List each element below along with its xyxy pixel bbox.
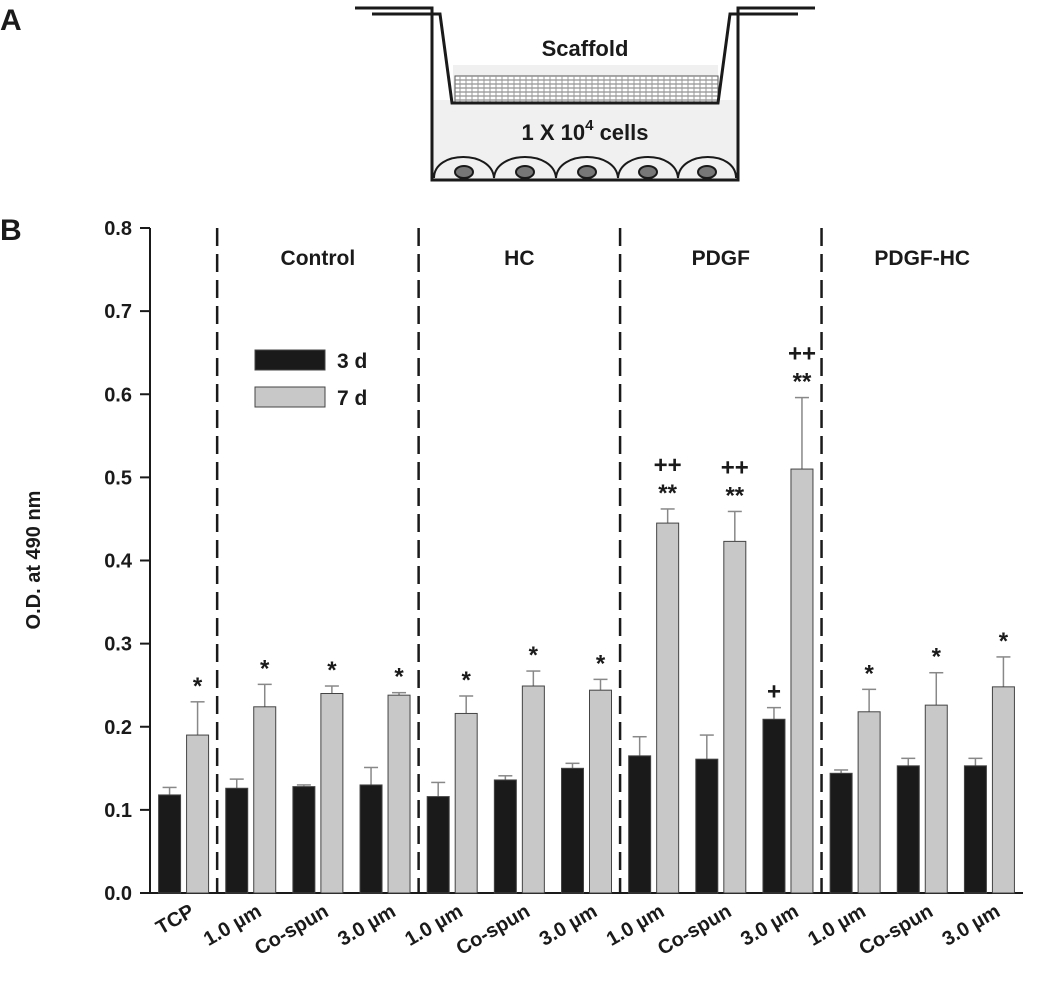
bar [656,522,680,894]
bar [426,796,450,894]
significance: * [260,655,270,682]
bar [963,765,987,894]
x-tick-label: 3.0 µm [737,900,802,950]
bar [857,711,881,894]
legend-swatch [254,349,326,371]
group-label: PDGF [692,247,751,270]
significance: * [394,664,404,691]
bar [493,779,517,894]
x-tick-label: TCP [152,900,198,939]
y-tick-label: 0.5 [104,467,132,489]
significance: * [864,660,874,687]
significance: ++ [788,341,816,368]
y-tick-label: 0.7 [104,301,132,323]
bar [253,706,277,894]
x-tick-label: Co-spun [251,900,332,960]
significance: * [529,642,539,669]
y-tick-label: 0.1 [104,800,132,822]
x-tick-label: 3.0 µm [334,900,399,950]
well-diagram [355,6,815,182]
bar [454,712,478,894]
significance: ** [658,480,677,507]
group-label: HC [504,247,534,270]
bar [896,765,920,894]
bar [225,787,249,894]
x-tick-label: Co-spun [856,900,937,960]
bar [292,786,316,894]
bar [387,694,411,894]
diagram-label: Scaffold [542,36,629,61]
bar [158,794,182,894]
x-tick-label: Co-spun [654,900,735,960]
y-tick-label: 0.4 [104,551,133,573]
significance: ** [793,369,812,396]
bar [829,772,853,894]
bar [561,767,584,894]
bar [320,693,344,894]
legend-label: 3 d [337,350,367,373]
significance: * [193,673,203,700]
y-axis-label: O.D. at 490 nm [23,491,45,630]
significance: ++ [654,452,682,479]
diagram-label-part: cells [593,120,648,145]
significance: ++ [721,454,749,481]
panel-label: B [0,214,22,247]
bar [762,718,786,894]
panel-label: A [0,4,22,37]
significance: * [327,657,337,684]
x-tick-label: 3.0 µm [536,900,601,950]
bar [723,540,747,894]
legend-label: 7 d [337,387,367,410]
y-tick-label: 0.2 [104,717,132,739]
group-label: PDGF-HC [874,247,970,270]
bar [790,468,814,894]
bar [695,758,719,894]
bar [186,734,210,894]
y-tick-label: 0.8 [104,218,132,240]
x-tick-label: Co-spun [453,900,534,960]
legend-swatch [254,386,326,408]
significance: * [932,644,942,671]
significance: * [999,628,1009,655]
bar [924,704,948,894]
bar [359,784,383,894]
x-tick-label: 3.0 µm [939,900,1004,950]
bar [991,686,1015,894]
y-tick-label: 0.6 [104,384,132,406]
significance: * [596,650,606,677]
significance: + [767,679,781,706]
diagram-label-part: 1 X 10 [522,120,586,145]
bar [589,689,612,894]
bar [628,755,652,894]
y-tick-label: 0.0 [104,883,132,905]
diagram-label-part: 4 [585,117,594,134]
group-label: Control [281,247,356,270]
significance: * [462,667,472,694]
y-tick-label: 0.3 [104,634,132,656]
bar [521,685,545,894]
significance: ** [725,482,744,509]
diagram-label: 1 X 104 cells [522,117,649,145]
